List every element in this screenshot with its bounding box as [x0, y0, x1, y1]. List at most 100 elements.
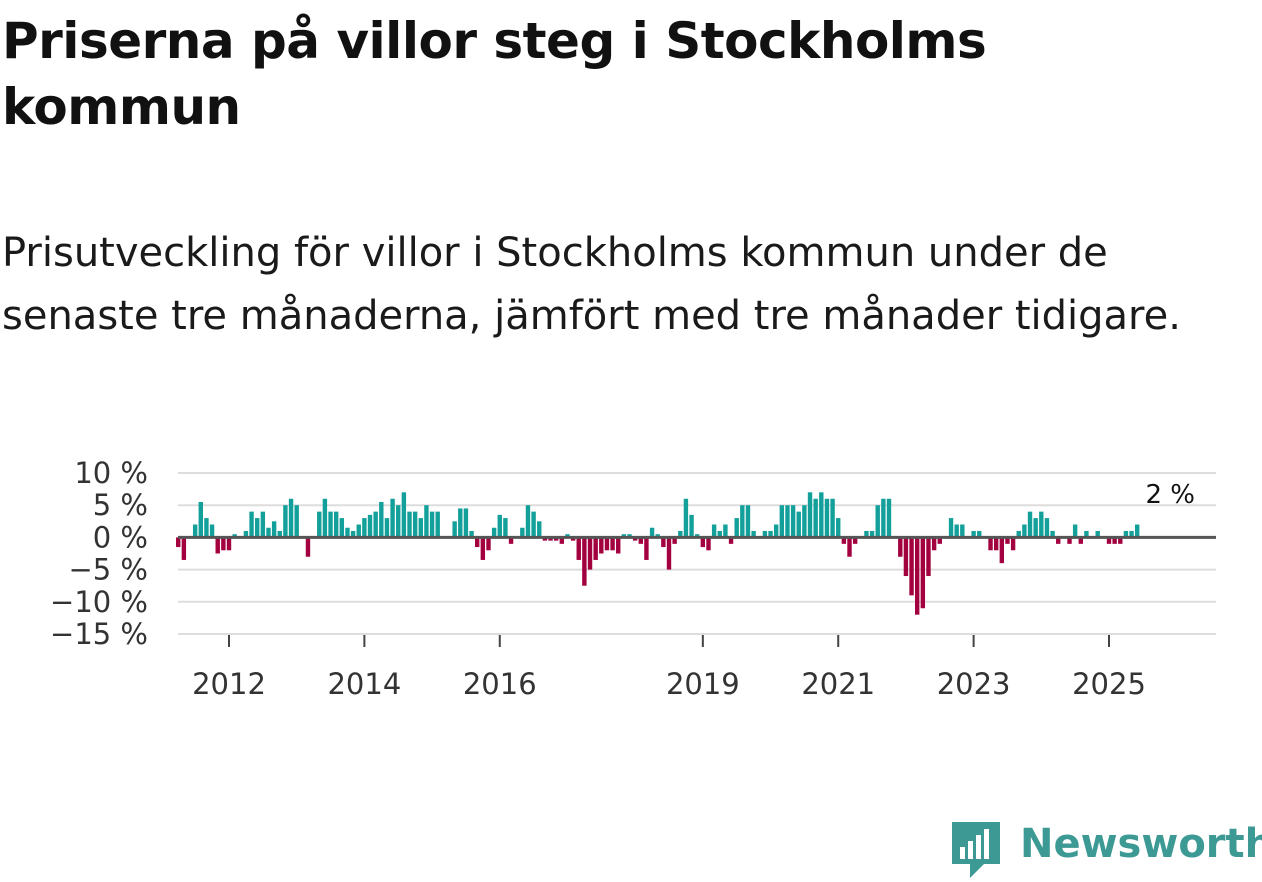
bar-positive — [717, 530, 722, 538]
bar-positive — [796, 511, 801, 538]
bar-positive — [463, 508, 469, 538]
bar-positive — [768, 530, 773, 538]
bar-negative — [616, 537, 621, 554]
bar-positive — [1050, 530, 1055, 538]
bar-positive — [627, 534, 632, 538]
bar-positive — [469, 530, 474, 538]
bar-negative — [599, 537, 604, 554]
bar-positive — [1016, 530, 1021, 538]
bar-negative — [610, 537, 615, 551]
bar-negative — [176, 537, 181, 548]
newsworthy-logo[interactable]: Newsworthy — [950, 818, 1262, 880]
bar-chart-speech-bubble-icon — [952, 822, 1000, 878]
bar-positive — [1123, 530, 1129, 538]
bar-positive — [1033, 518, 1038, 538]
bar-negative — [593, 537, 598, 560]
bar-negative — [475, 537, 480, 548]
bar-positive — [830, 498, 835, 538]
bar-positive — [497, 514, 502, 538]
bar-positive — [260, 511, 266, 538]
bar-positive — [824, 498, 830, 538]
bar-positive — [317, 511, 322, 538]
x-tick-label: 2014 — [327, 667, 401, 701]
bar-positive — [379, 501, 384, 538]
bar-positive — [192, 524, 198, 538]
bar-positive — [537, 521, 542, 538]
bar-negative — [898, 537, 903, 557]
bar-negative — [604, 537, 610, 551]
bar-negative — [221, 537, 226, 551]
bar-positive — [424, 505, 429, 538]
bar-positive — [520, 527, 525, 538]
bar-positive — [779, 505, 785, 538]
bar-positive — [243, 530, 249, 538]
bar-negative — [993, 537, 999, 551]
bar-negative — [706, 537, 711, 551]
bar-negative — [486, 537, 491, 551]
bar-positive — [362, 518, 367, 538]
bar-positive — [350, 530, 356, 538]
bar-positive — [333, 511, 339, 538]
bar-positive — [429, 511, 435, 538]
bar-positive — [271, 521, 277, 538]
y-tick-label: 10 % — [74, 456, 148, 490]
bar-positive — [678, 530, 683, 538]
x-axis: 2012 2014 2016 2019 2021 2023 2025 — [192, 635, 1146, 701]
bar-positive — [328, 511, 333, 538]
bar-negative — [1010, 537, 1016, 551]
bar-positive — [396, 505, 401, 538]
bar-positive — [412, 511, 418, 538]
bar-negative — [226, 537, 232, 551]
y-tick-label: −10 % — [50, 585, 148, 619]
bar-positive — [1135, 524, 1140, 538]
bar-positive — [813, 498, 818, 538]
bar-negative — [841, 537, 847, 544]
bar-positive — [762, 530, 768, 538]
bar-positive — [390, 498, 395, 538]
bar-positive — [384, 518, 390, 538]
bar-negative — [553, 537, 559, 541]
bar-negative — [661, 537, 666, 548]
y-tick-label: 0 % — [93, 520, 148, 554]
bar-negative — [542, 537, 548, 541]
bar-positive — [954, 524, 959, 538]
bar-positive — [790, 505, 796, 538]
bar-positive — [255, 518, 260, 538]
bar-negative — [215, 537, 220, 554]
bar-chart: 10 %5 %0 %−5 %−10 %−15 % 2012 2014 2016 201… — [50, 456, 1216, 701]
bar-negative — [638, 537, 643, 544]
bar-positive — [881, 498, 886, 538]
x-tick-label: 2021 — [801, 667, 875, 701]
y-axis: 10 %5 %0 %−5 %−10 %−15 % — [50, 456, 148, 651]
bar-positive — [683, 498, 689, 538]
bar-negative — [999, 537, 1005, 564]
bar-positive — [695, 534, 700, 538]
bars — [176, 492, 1140, 615]
bar-negative — [672, 537, 677, 544]
y-tick-label: −15 % — [50, 617, 148, 651]
bar-negative — [728, 537, 734, 544]
bar-positive — [1084, 530, 1089, 538]
bar-negative — [700, 537, 706, 548]
bar-negative — [181, 537, 187, 560]
bar-positive — [864, 530, 869, 538]
bar-positive — [1129, 530, 1134, 538]
bar-negative — [915, 537, 920, 615]
bar-negative — [937, 537, 942, 544]
bar-positive — [711, 524, 717, 538]
bar-positive — [283, 505, 288, 538]
bar-positive — [1095, 530, 1100, 538]
bar-positive — [209, 524, 215, 538]
bar-positive — [204, 518, 209, 538]
bar-positive — [649, 527, 655, 538]
bar-negative — [847, 537, 852, 557]
bar-negative — [644, 537, 649, 560]
bar-positive — [503, 518, 508, 538]
bar-negative — [666, 537, 672, 570]
bar-positive — [977, 530, 982, 538]
bar-positive — [491, 527, 497, 538]
bar-positive — [751, 530, 756, 538]
bar-positive — [819, 492, 824, 538]
bar-positive — [452, 521, 457, 538]
bar-positive — [1039, 511, 1044, 538]
